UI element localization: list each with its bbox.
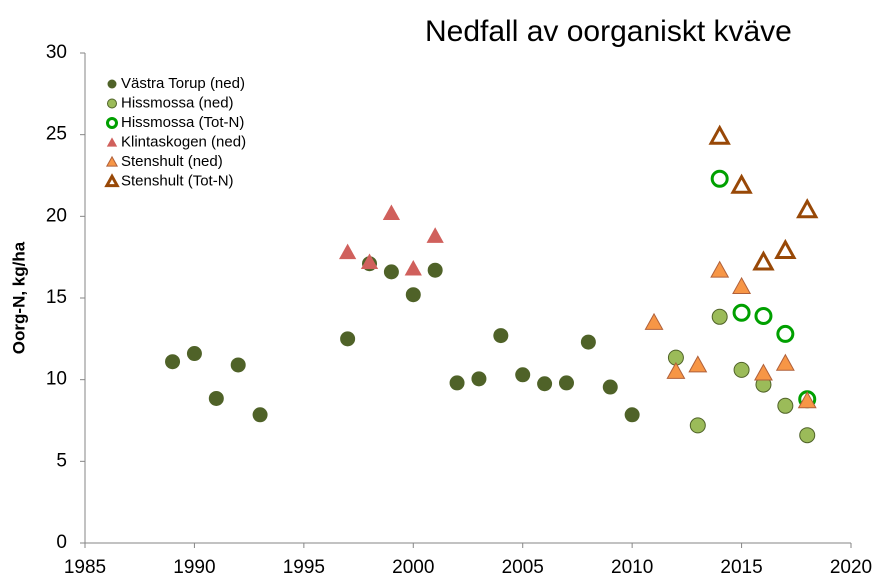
y-axis-label: Oorg-N, kg/ha — [9, 241, 28, 354]
point — [688, 355, 708, 373]
point — [710, 169, 729, 188]
point — [360, 253, 379, 269]
x-tick-label: 2005 — [502, 557, 544, 578]
chart-title: Nedfall av oorganiskt kväve — [425, 15, 792, 48]
x-tick-label: 1995 — [283, 557, 325, 578]
point — [426, 227, 444, 243]
point — [580, 334, 596, 350]
y-tick-label: 5 — [56, 450, 67, 471]
legend-label: Hissmossa (ned) — [121, 94, 234, 111]
x-tick-label: 2015 — [720, 557, 762, 578]
y-tick-label: 15 — [46, 287, 67, 308]
legend-marker — [106, 137, 118, 147]
legend-marker — [104, 173, 120, 188]
y-tick-label: 20 — [46, 205, 67, 226]
point — [777, 397, 794, 414]
point — [799, 427, 816, 444]
y-tick-label: 0 — [56, 532, 67, 553]
point — [624, 407, 640, 423]
point — [382, 204, 401, 220]
point — [537, 376, 553, 392]
legend-label: Hissmossa (Tot-N) — [121, 114, 244, 131]
point — [449, 375, 465, 391]
point — [776, 324, 795, 343]
point — [165, 354, 181, 370]
point — [602, 379, 618, 395]
point — [710, 260, 730, 278]
legend-marker — [105, 155, 119, 167]
point — [774, 238, 797, 260]
legend-marker — [107, 79, 117, 89]
legend-label: Stenshult (Tot-N) — [121, 172, 234, 189]
point — [689, 417, 706, 434]
point — [493, 328, 509, 344]
point — [775, 353, 795, 371]
x-tick-label: 1985 — [64, 557, 106, 578]
point — [752, 250, 775, 271]
point — [339, 243, 357, 260]
legend-label: Västra Torup (ned) — [121, 75, 245, 92]
legend-label: Klintaskogen (ned) — [121, 133, 246, 150]
point — [797, 391, 817, 409]
x-tick-label: 2010 — [611, 557, 653, 578]
point — [340, 331, 356, 347]
point — [753, 363, 773, 381]
point — [252, 407, 268, 423]
point — [754, 306, 773, 325]
x-tick-label: 2000 — [392, 557, 434, 578]
point — [708, 124, 731, 145]
y-tick-label: 30 — [46, 42, 67, 63]
y-tick-label: 10 — [46, 369, 67, 390]
point — [427, 262, 443, 278]
point — [230, 357, 246, 373]
legend-marker — [106, 117, 118, 129]
point — [732, 276, 752, 294]
point — [186, 346, 202, 362]
point — [644, 312, 664, 330]
point — [515, 367, 531, 383]
point — [732, 303, 751, 322]
point — [405, 287, 421, 303]
point — [471, 371, 487, 387]
point — [730, 173, 753, 194]
point — [383, 264, 399, 280]
legend-marker — [107, 98, 117, 109]
point — [666, 361, 686, 379]
x-tick-label: 1990 — [173, 557, 215, 578]
point — [208, 390, 224, 406]
x-tick-label: 2020 — [830, 557, 872, 578]
point — [733, 361, 750, 378]
y-tick-label: 25 — [46, 124, 67, 145]
point — [711, 308, 728, 325]
point — [558, 375, 574, 391]
point — [796, 198, 819, 219]
legend-label: Stenshult (ned) — [121, 153, 223, 170]
point — [404, 259, 422, 276]
